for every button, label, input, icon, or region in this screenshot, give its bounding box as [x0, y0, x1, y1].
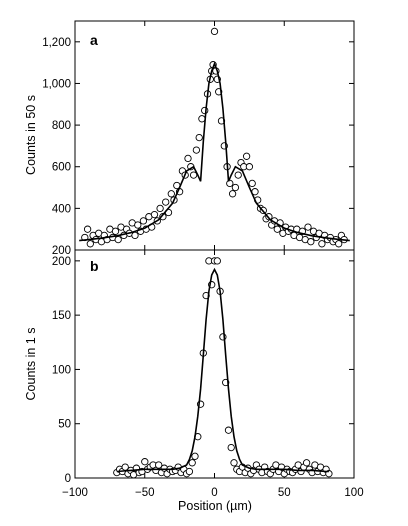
- data-point: [245, 163, 254, 171]
- data-point: [150, 210, 159, 219]
- data-point: [191, 452, 199, 460]
- panel-a-letter: a: [90, 32, 98, 48]
- panel-a-frame: [74, 20, 355, 251]
- y-tick-label: 50: [58, 419, 71, 431]
- x-tick-label: −50: [135, 487, 155, 499]
- x-tick-label: 0: [211, 487, 217, 499]
- data-point: [228, 190, 237, 198]
- data-point: [114, 235, 122, 244]
- panel-b-y-ticks: 0 50 100 150 200: [52, 256, 354, 485]
- data-point: [86, 240, 94, 248]
- panel-b-fit-line: [116, 267, 329, 473]
- data-point: [224, 426, 233, 434]
- y-tick-label: 1,200: [42, 37, 71, 49]
- data-point: [184, 154, 192, 163]
- data-point: [192, 146, 201, 154]
- panel-b: b Counts in 1 s 0 50 100 150 200 −100 −50 0 50 1…: [24, 249, 364, 513]
- data-point: [189, 171, 198, 179]
- data-point: [185, 467, 194, 476]
- data-point: [111, 227, 120, 235]
- data-point: [210, 27, 219, 36]
- data-point: [188, 459, 196, 467]
- data-point: [231, 183, 240, 192]
- data-point: [335, 240, 343, 248]
- x-axis-label: Position (µm): [178, 499, 252, 513]
- data-point: [139, 217, 148, 225]
- panel-a-points: [81, 27, 348, 248]
- data-point: [131, 231, 139, 240]
- y-tick-label: 200: [52, 245, 71, 257]
- panel-a-y-ticks: 200 400 600 800 1,000 1,200: [42, 21, 355, 257]
- data-point: [273, 225, 281, 233]
- data-point: [156, 204, 164, 213]
- panel-b-letter: b: [90, 258, 99, 274]
- data-point: [318, 240, 326, 248]
- data-point: [134, 221, 142, 229]
- panel-b-x-ticks: −100 −50 0 50 100: [62, 250, 364, 499]
- data-point: [242, 152, 251, 160]
- panel-a: a Counts in 50 s 200 400 600 800 1,000 1,200: [24, 20, 355, 257]
- data-point: [307, 238, 315, 246]
- data-point: [226, 179, 234, 188]
- y-tick-label: 600: [52, 162, 71, 174]
- data-point: [83, 225, 92, 233]
- data-point: [195, 133, 203, 142]
- panel-b-points: [113, 257, 333, 479]
- data-point: [304, 223, 312, 231]
- data-point: [141, 458, 149, 466]
- data-point: [234, 171, 242, 179]
- data-point: [230, 459, 238, 467]
- y-tick-label: 800: [52, 120, 71, 132]
- data-point: [201, 106, 209, 115]
- x-tick-label: −100: [62, 487, 88, 499]
- y-tick-label: 200: [52, 256, 71, 268]
- panel-a-ylabel: Counts in 50 s: [24, 95, 38, 175]
- data-point: [198, 115, 206, 123]
- data-point: [213, 257, 221, 265]
- data-point: [248, 179, 256, 188]
- panel-a-fit-line: [79, 61, 350, 242]
- y-tick-label: 1,000: [42, 78, 71, 90]
- panel-b-ylabel: Counts in 1 s: [24, 328, 38, 401]
- y-tick-label: 0: [65, 473, 71, 485]
- data-point: [167, 190, 175, 198]
- y-tick-label: 100: [52, 364, 71, 376]
- data-point: [159, 213, 167, 221]
- data-point: [302, 459, 311, 467]
- y-tick-label: 150: [52, 310, 71, 322]
- data-point: [227, 443, 235, 452]
- x-tick-label: 50: [278, 487, 291, 499]
- data-point: [162, 198, 170, 206]
- data-point: [155, 461, 163, 469]
- x-tick-label: 100: [344, 487, 363, 499]
- y-tick-label: 400: [52, 203, 71, 215]
